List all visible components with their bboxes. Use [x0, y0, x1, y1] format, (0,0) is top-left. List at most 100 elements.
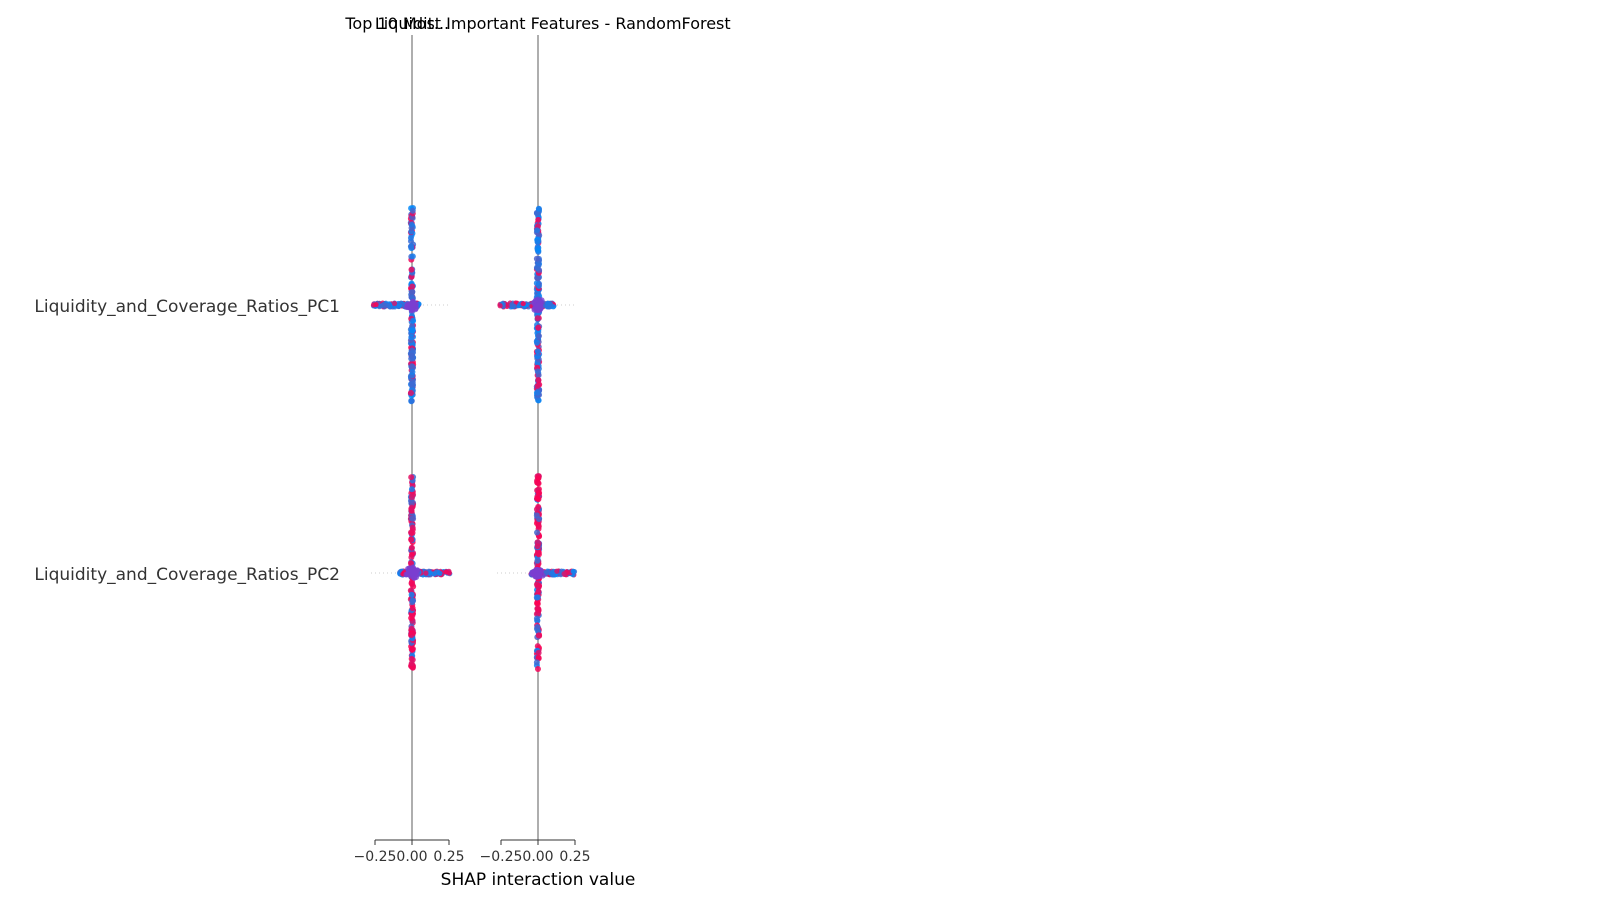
shap-point — [409, 515, 416, 522]
shap-point — [534, 382, 541, 389]
shap-point — [570, 568, 576, 574]
shap-point — [409, 253, 416, 260]
shap-point — [533, 210, 540, 217]
shap-point — [536, 573, 543, 580]
shap-point — [408, 536, 415, 543]
shap-point — [423, 570, 429, 576]
shap-point — [408, 591, 415, 598]
x-axis-title: SHAP interaction value — [441, 870, 636, 890]
shap-point — [497, 303, 503, 309]
shap-point — [538, 297, 545, 304]
shap-point — [535, 216, 542, 223]
shap-point — [534, 594, 541, 601]
shap-point — [408, 352, 415, 359]
shap-point — [408, 544, 415, 551]
shap-point — [408, 397, 415, 404]
panel-2: −0.25 0.00 0.25 — [480, 35, 591, 865]
shap-point — [534, 495, 541, 502]
shap-point — [534, 265, 541, 272]
panels: −0.25 0.00 0.25 −0.25 0.00 0.25 — [354, 35, 591, 865]
shap-point — [533, 659, 540, 666]
shap-point — [534, 368, 541, 375]
shap-point — [535, 247, 542, 254]
shap-point — [534, 315, 541, 322]
shap-point — [534, 557, 541, 564]
shap-point — [547, 301, 553, 307]
shap-point — [409, 288, 416, 295]
shap-point — [534, 624, 541, 631]
shap-point — [396, 303, 403, 309]
shap-point — [535, 606, 542, 613]
shap-point — [408, 660, 415, 667]
shap-point — [535, 324, 542, 331]
row-points-1 — [370, 205, 451, 405]
shap-point — [534, 238, 541, 245]
x-tick-label: 0.00 — [396, 849, 427, 865]
shap-point — [534, 389, 541, 396]
shap-point — [535, 377, 542, 384]
shap-point — [391, 300, 398, 307]
shap-point — [409, 207, 416, 214]
shap-point — [437, 570, 443, 577]
shap-point — [534, 353, 541, 360]
shap-point — [408, 486, 415, 493]
shap-point — [410, 597, 417, 604]
shap-point — [534, 348, 541, 355]
shap-point — [534, 566, 541, 573]
shap-point — [535, 649, 542, 656]
shap-point — [533, 339, 540, 346]
shap-point — [408, 266, 415, 273]
shap-point — [409, 372, 416, 379]
shap-point — [509, 302, 515, 308]
x-tick-label: 0.25 — [433, 849, 464, 865]
shap-point — [407, 390, 414, 397]
shap-point — [534, 666, 541, 673]
shap-point — [534, 550, 541, 557]
shap-point — [533, 506, 540, 513]
shap-point — [536, 489, 543, 496]
shap-point — [533, 280, 540, 287]
shap-point — [408, 646, 415, 653]
shap-point — [535, 588, 542, 595]
shap-point — [409, 605, 416, 612]
x-tick-label: −0.25 — [354, 849, 397, 865]
shap-point — [534, 275, 541, 282]
shap-point — [443, 569, 449, 575]
row-points-1 — [497, 205, 577, 404]
shap-point — [535, 584, 542, 591]
shap-point — [408, 494, 415, 501]
shap-point — [413, 571, 420, 578]
shap-point — [534, 543, 541, 550]
shap-point — [533, 615, 540, 622]
shap-point — [408, 631, 415, 638]
shap-point — [381, 302, 387, 308]
shap-point — [403, 571, 410, 578]
row-label-pc1: Liquidity_and_Coverage_Ratios_PC1 — [34, 297, 340, 317]
shap-point — [535, 522, 542, 529]
shap-point — [409, 294, 416, 301]
shap-point — [408, 221, 415, 228]
shap-point — [408, 243, 415, 250]
shap-point — [408, 474, 415, 481]
shap-point — [535, 332, 542, 339]
x-tick-label: 0.25 — [559, 849, 590, 865]
shap-point — [534, 529, 541, 536]
shap-point — [373, 301, 379, 308]
shap-point — [431, 571, 437, 577]
x-tick-label: 0.00 — [522, 849, 553, 865]
shap-point — [535, 632, 542, 639]
shap-point — [407, 235, 414, 242]
row-points-2 — [371, 474, 453, 671]
shap-point — [385, 303, 391, 309]
shap-point — [410, 301, 417, 308]
row-label-pc2: Liquidity_and_Coverage_Ratios_PC2 — [34, 565, 340, 585]
shap-point — [535, 475, 542, 482]
shap-point — [554, 568, 560, 574]
shap-point — [550, 571, 556, 577]
row-points-2 — [497, 473, 578, 673]
shap-point — [529, 569, 536, 576]
shap-point — [534, 599, 541, 606]
x-tick-label: −0.25 — [480, 849, 523, 865]
shap-point — [536, 516, 543, 523]
shap-point — [410, 317, 417, 324]
